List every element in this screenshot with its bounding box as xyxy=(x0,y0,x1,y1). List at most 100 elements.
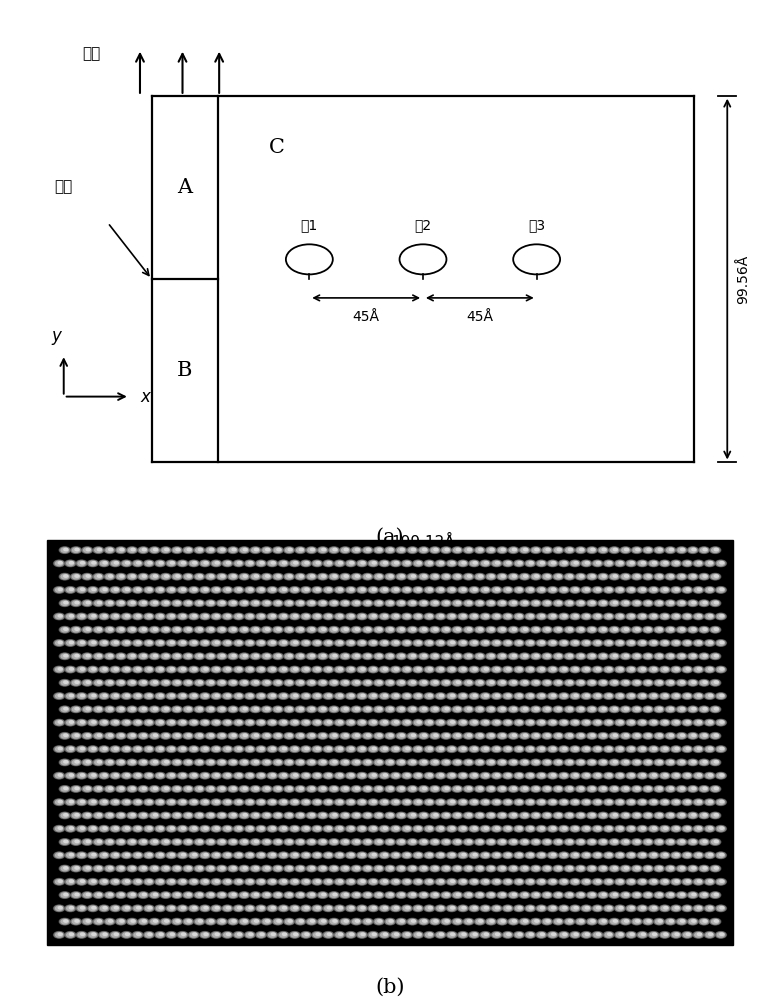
Circle shape xyxy=(87,772,98,779)
Circle shape xyxy=(306,626,317,633)
Circle shape xyxy=(493,827,500,831)
Circle shape xyxy=(206,733,215,739)
Circle shape xyxy=(55,614,63,619)
Circle shape xyxy=(541,839,552,845)
Circle shape xyxy=(699,813,709,818)
Circle shape xyxy=(574,721,578,723)
Circle shape xyxy=(597,615,601,617)
Circle shape xyxy=(484,907,488,909)
Circle shape xyxy=(469,878,480,885)
Circle shape xyxy=(333,575,337,577)
Circle shape xyxy=(312,560,322,566)
Circle shape xyxy=(717,614,725,619)
Circle shape xyxy=(106,760,113,765)
Circle shape xyxy=(305,800,309,803)
Circle shape xyxy=(140,919,147,924)
Circle shape xyxy=(207,575,215,579)
Circle shape xyxy=(129,681,136,685)
Circle shape xyxy=(110,614,120,619)
Circle shape xyxy=(516,641,523,645)
Circle shape xyxy=(581,667,591,672)
Circle shape xyxy=(428,588,432,590)
Circle shape xyxy=(272,573,283,580)
Circle shape xyxy=(302,906,310,910)
Circle shape xyxy=(557,893,561,896)
Circle shape xyxy=(306,679,317,686)
Circle shape xyxy=(267,878,278,885)
Circle shape xyxy=(559,587,569,593)
Circle shape xyxy=(715,852,726,859)
Circle shape xyxy=(660,852,670,858)
Circle shape xyxy=(424,693,435,699)
Circle shape xyxy=(312,587,322,593)
Circle shape xyxy=(150,653,159,659)
Circle shape xyxy=(379,693,389,699)
Circle shape xyxy=(291,641,298,645)
Circle shape xyxy=(560,880,568,884)
Circle shape xyxy=(126,615,129,617)
Circle shape xyxy=(329,574,339,580)
Circle shape xyxy=(204,827,208,829)
Circle shape xyxy=(282,827,286,829)
Circle shape xyxy=(375,813,382,818)
Circle shape xyxy=(228,627,238,633)
Circle shape xyxy=(211,667,221,672)
Circle shape xyxy=(239,574,249,580)
Circle shape xyxy=(687,679,698,686)
Circle shape xyxy=(475,786,484,792)
Circle shape xyxy=(615,852,626,859)
Circle shape xyxy=(675,615,679,617)
Circle shape xyxy=(491,878,502,885)
Circle shape xyxy=(126,800,129,803)
Circle shape xyxy=(530,547,541,553)
Circle shape xyxy=(204,641,208,644)
Circle shape xyxy=(277,867,281,869)
Circle shape xyxy=(670,772,682,779)
Circle shape xyxy=(457,799,469,806)
Circle shape xyxy=(300,693,311,699)
Circle shape xyxy=(228,759,239,766)
Circle shape xyxy=(458,799,468,805)
Circle shape xyxy=(525,640,536,646)
Circle shape xyxy=(137,706,149,713)
Circle shape xyxy=(177,746,188,752)
Circle shape xyxy=(664,615,668,617)
Circle shape xyxy=(563,800,567,803)
Circle shape xyxy=(665,627,675,633)
Circle shape xyxy=(324,826,333,832)
Circle shape xyxy=(317,733,328,739)
Circle shape xyxy=(665,680,675,686)
Circle shape xyxy=(627,667,635,672)
Circle shape xyxy=(133,693,143,699)
Circle shape xyxy=(669,548,673,551)
Circle shape xyxy=(542,653,552,659)
Circle shape xyxy=(73,601,80,605)
Circle shape xyxy=(99,826,109,832)
Circle shape xyxy=(260,588,264,590)
Circle shape xyxy=(574,588,578,590)
Circle shape xyxy=(454,893,461,897)
Circle shape xyxy=(82,627,92,633)
Circle shape xyxy=(54,825,65,832)
Circle shape xyxy=(698,812,710,819)
Circle shape xyxy=(434,893,438,896)
Circle shape xyxy=(352,600,361,606)
Circle shape xyxy=(277,548,281,551)
Circle shape xyxy=(594,667,601,672)
Circle shape xyxy=(636,840,640,843)
Circle shape xyxy=(346,614,356,619)
Circle shape xyxy=(658,787,662,789)
Circle shape xyxy=(687,892,698,898)
Circle shape xyxy=(115,892,126,898)
Circle shape xyxy=(518,933,522,935)
Circle shape xyxy=(636,746,648,752)
Circle shape xyxy=(136,827,140,829)
Circle shape xyxy=(378,628,381,630)
Circle shape xyxy=(185,893,192,897)
Circle shape xyxy=(458,560,468,566)
Text: 99.56Å: 99.56Å xyxy=(736,254,750,304)
Circle shape xyxy=(140,681,147,685)
Circle shape xyxy=(110,826,120,832)
Circle shape xyxy=(187,761,191,763)
Circle shape xyxy=(391,799,401,805)
